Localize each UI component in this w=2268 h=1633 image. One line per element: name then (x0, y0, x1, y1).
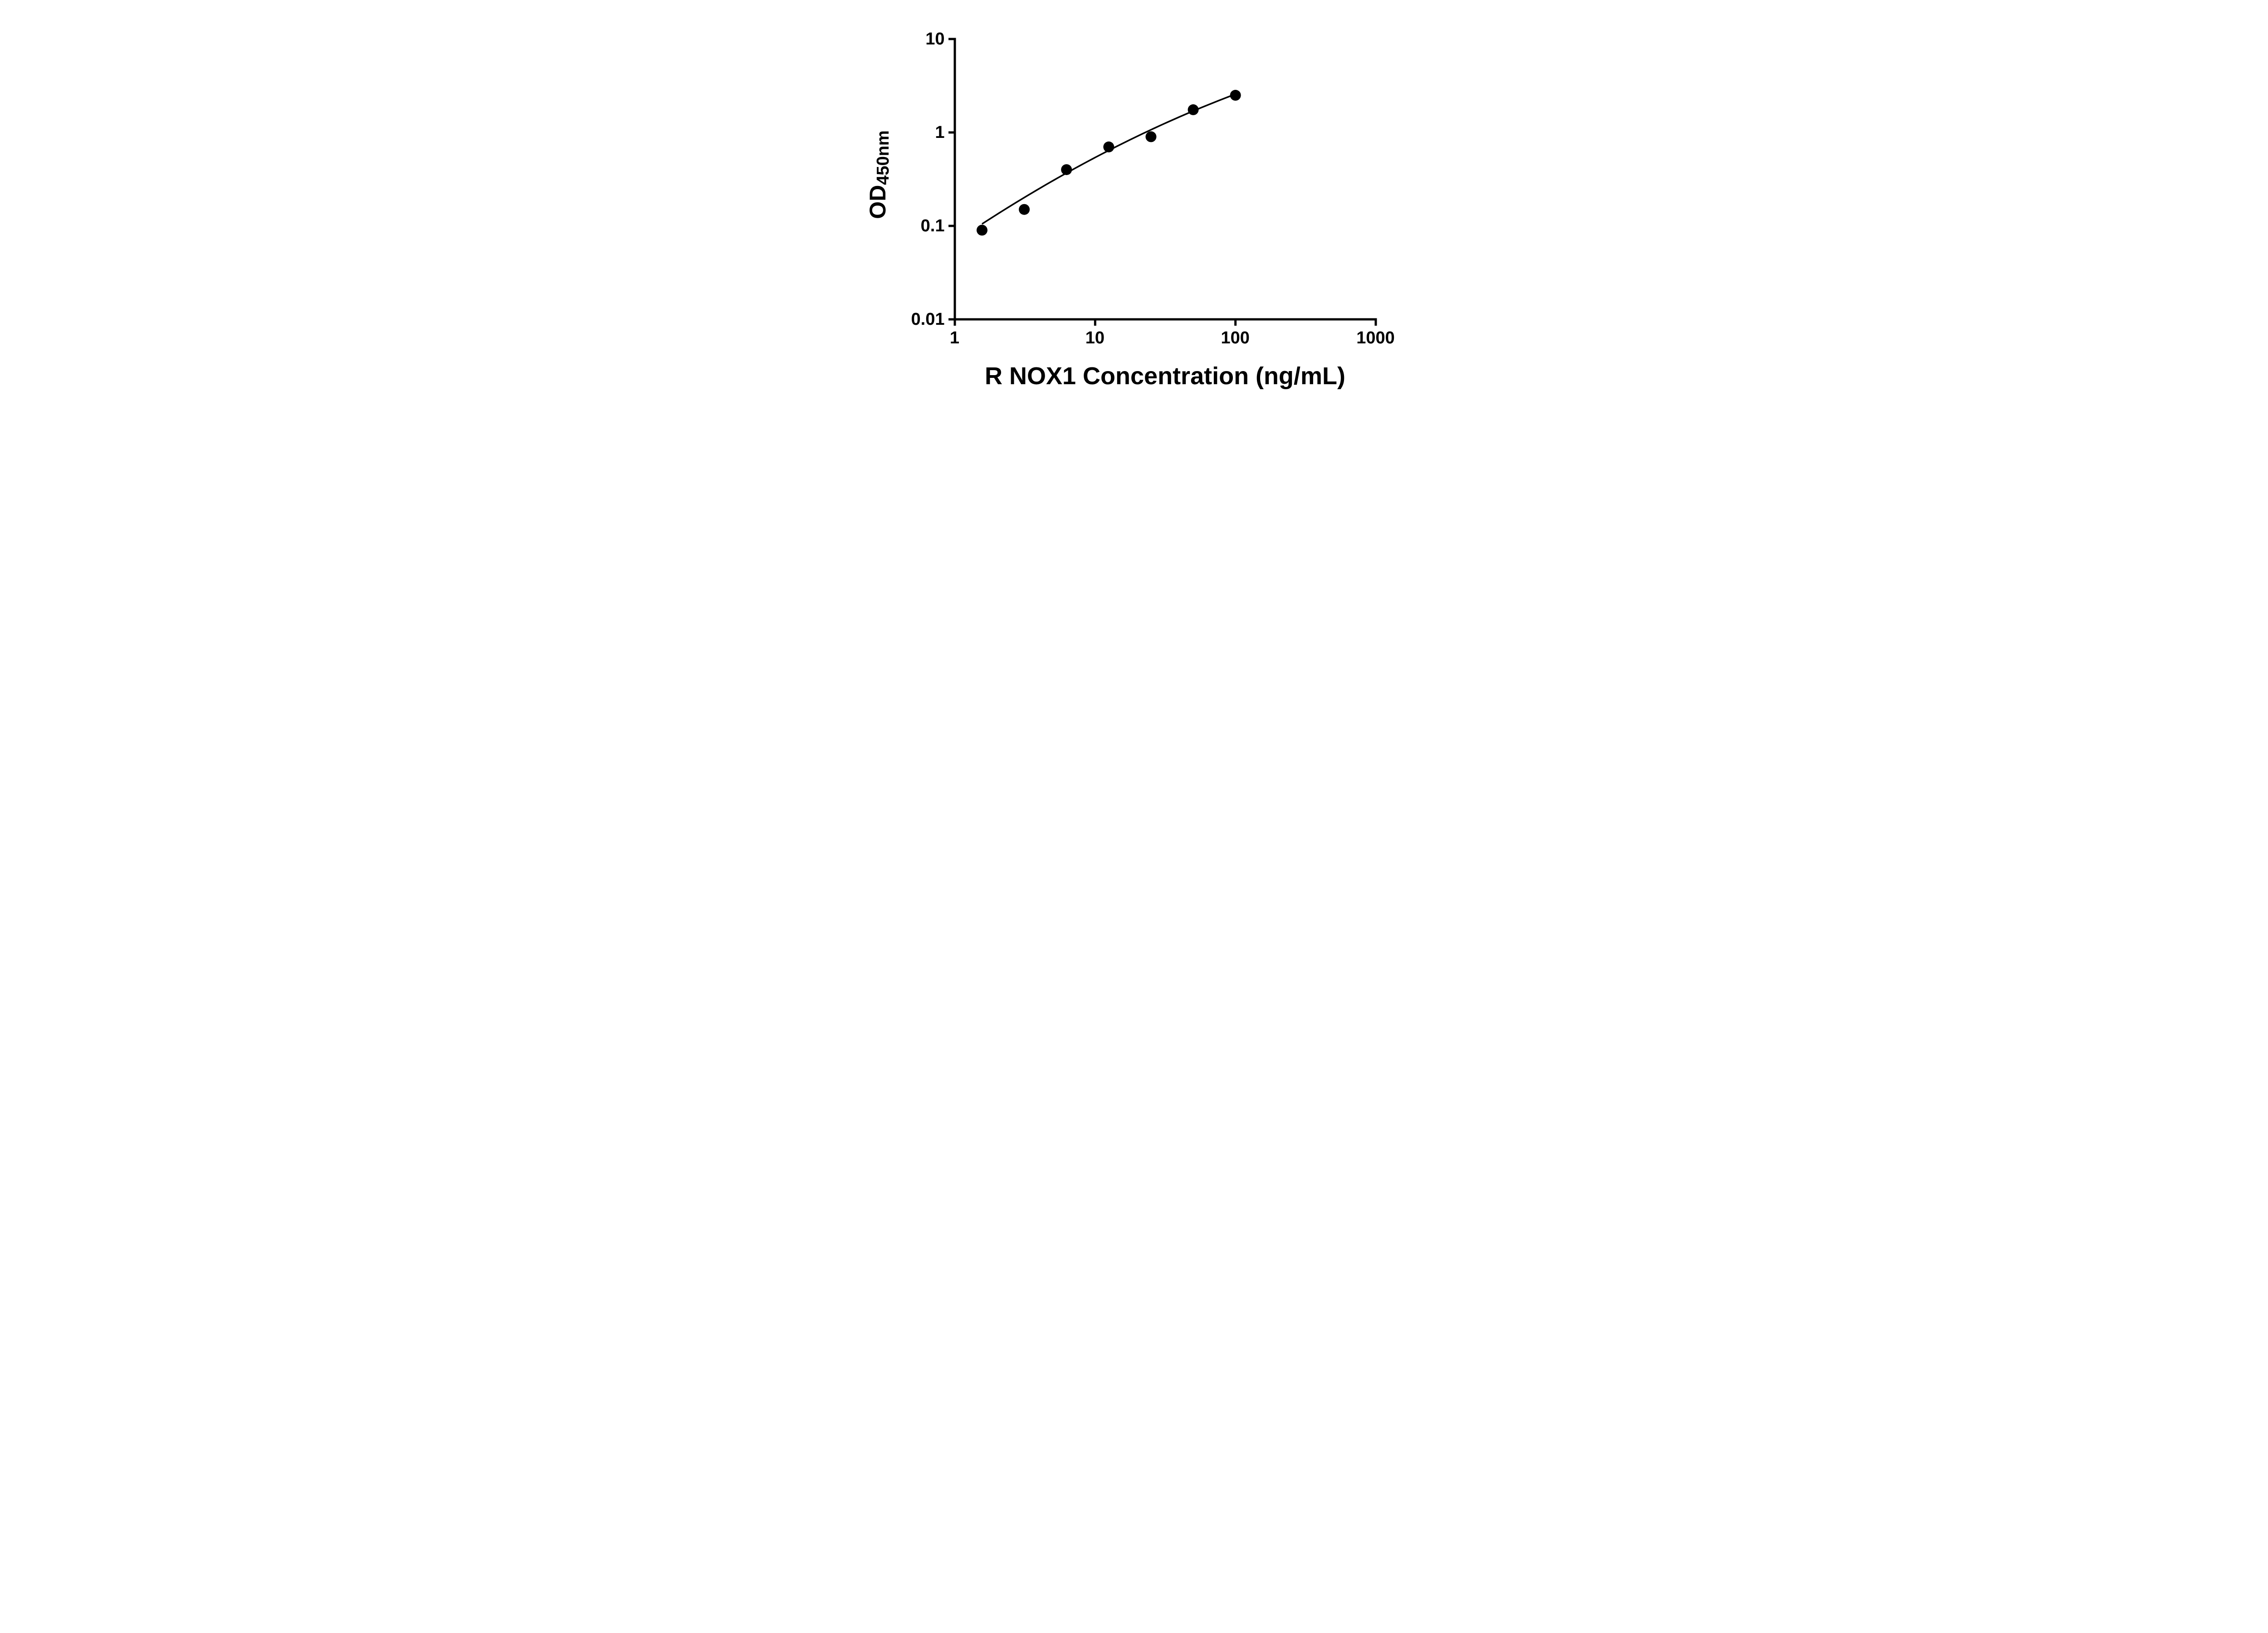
data-point (1230, 90, 1241, 101)
y-tick-label-10: 10 (925, 29, 945, 49)
plot-area (948, 38, 1377, 326)
data-point (1103, 141, 1114, 152)
data-point (976, 225, 987, 236)
elisa-standard-curve-figure: 0.01 0.1 1 10 1 10 100 1000 OD450nm R NO… (842, 0, 1426, 408)
fit-curve (981, 93, 1236, 225)
y-tick-label-0.1: 0.1 (920, 216, 945, 235)
x-axis-title: R NOX1 Concentration (ng/mL) (985, 362, 1345, 390)
x-tick-label-10: 10 (1085, 328, 1105, 347)
x-tick-label-1: 1 (949, 328, 960, 347)
data-point (1018, 204, 1030, 215)
y-axis-title-main: OD (865, 185, 890, 219)
y-axis-title-subscript: 450nm (873, 130, 893, 185)
axes-spine (953, 38, 1377, 321)
data-point (1061, 164, 1072, 175)
y-axis-title: OD450nm (865, 130, 893, 219)
y-tick-label-1: 1 (935, 123, 945, 142)
data-point (1145, 131, 1156, 142)
x-tick-label-1000: 1000 (1356, 328, 1395, 347)
x-tick-label-100: 100 (1221, 328, 1250, 347)
y-tick-label-0.01: 0.01 (911, 310, 945, 329)
data-point (1188, 104, 1199, 115)
